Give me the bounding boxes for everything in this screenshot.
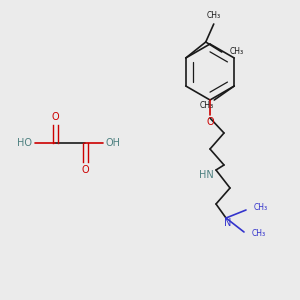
Text: HN: HN — [199, 170, 213, 180]
Text: CH₃: CH₃ — [207, 11, 221, 20]
Text: O: O — [51, 112, 59, 122]
Text: O: O — [206, 117, 214, 127]
Text: N: N — [224, 218, 232, 228]
Text: CH₃: CH₃ — [199, 100, 213, 109]
Text: HO: HO — [17, 138, 32, 148]
Text: CH₃: CH₃ — [230, 47, 244, 56]
Text: CH₃: CH₃ — [252, 230, 266, 238]
Text: CH₃: CH₃ — [254, 203, 268, 212]
Text: O: O — [81, 165, 89, 175]
Text: OH: OH — [106, 138, 121, 148]
